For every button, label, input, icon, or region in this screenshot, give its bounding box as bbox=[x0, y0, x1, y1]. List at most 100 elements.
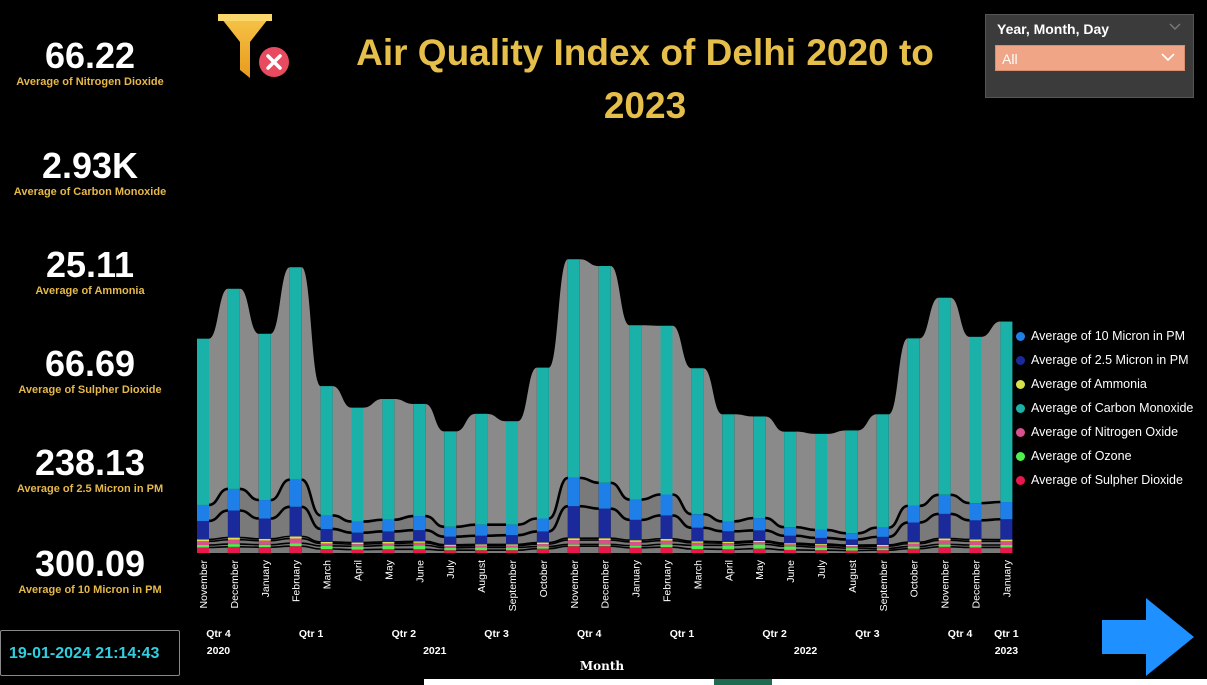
bar-segment bbox=[629, 541, 642, 546]
bar-segment bbox=[691, 548, 704, 553]
legend-marker bbox=[1016, 379, 1025, 389]
bar-segment bbox=[258, 540, 271, 545]
bar-segment bbox=[413, 545, 426, 550]
ribbon-edge bbox=[301, 505, 321, 531]
ribbon-edge bbox=[239, 538, 259, 542]
bar-segment bbox=[722, 541, 735, 544]
ribbon-edge bbox=[208, 546, 228, 549]
ribbon-segment bbox=[518, 367, 537, 525]
bar-segment bbox=[660, 544, 673, 548]
x-tick-label: July bbox=[816, 559, 828, 578]
active-page-tab[interactable] bbox=[714, 679, 772, 685]
next-page-arrow-icon[interactable] bbox=[1100, 596, 1196, 678]
legend-item[interactable]: Average of Carbon Monoxide bbox=[1016, 396, 1206, 420]
ribbon-edge bbox=[765, 529, 785, 538]
ribbon-segment bbox=[672, 515, 692, 542]
kpi-value: 238.13 bbox=[34, 442, 146, 483]
chevron-down-icon[interactable] bbox=[1169, 23, 1181, 31]
ribbon-edge bbox=[919, 543, 939, 548]
ribbon-edge bbox=[950, 537, 970, 541]
bar-segment bbox=[969, 336, 982, 504]
ribbon-edge bbox=[332, 514, 352, 523]
ribbon-edge bbox=[672, 538, 692, 543]
ribbon-segment bbox=[857, 414, 877, 534]
bar-segment bbox=[444, 547, 457, 551]
x-tick-label: October bbox=[538, 560, 550, 598]
ribbon-edge bbox=[888, 541, 908, 546]
bar-segment bbox=[1000, 544, 1013, 548]
bar-segment bbox=[567, 538, 580, 541]
ribbon-edge bbox=[517, 530, 537, 537]
bar-segment bbox=[753, 416, 766, 519]
legend-item[interactable]: Average of Sulpher Dioxide bbox=[1016, 468, 1206, 492]
kpi-label: Average of 2.5 Micron in PM bbox=[16, 483, 164, 495]
bar-segment bbox=[722, 521, 735, 532]
ribbon-edge bbox=[734, 543, 754, 547]
bar-segment bbox=[845, 548, 858, 551]
bar-segment bbox=[413, 542, 426, 546]
legend-item[interactable]: Average of Nitrogen Oxide bbox=[1016, 420, 1206, 444]
x-tick-label: August bbox=[476, 560, 488, 593]
bar-segment bbox=[969, 539, 982, 542]
bar-segment bbox=[289, 267, 302, 480]
kpi-card-sulpher-dioxide: 66.69 Average of Sulpher Dioxide bbox=[0, 344, 180, 397]
ribbon-edge bbox=[425, 514, 445, 529]
page-title: Air Quality Index of Delhi 2020 to 2023 bbox=[356, 32, 934, 126]
bar-segment bbox=[660, 515, 673, 539]
ribbon-edge bbox=[734, 541, 754, 544]
ribbon-segment bbox=[919, 297, 939, 506]
bar-segment bbox=[351, 407, 364, 522]
date-slicer[interactable]: Year, Month, Day All bbox=[985, 14, 1194, 98]
bar-segment bbox=[258, 547, 271, 553]
legend-item[interactable]: Average of 2.5 Micron in PM bbox=[1016, 348, 1206, 372]
legend-item[interactable]: Average of 10 Micron in PM bbox=[1016, 324, 1206, 348]
bar-segment bbox=[475, 413, 488, 525]
ribbon-edge bbox=[548, 543, 568, 548]
ribbon-edge bbox=[332, 527, 352, 534]
ribbon-edge bbox=[796, 545, 816, 548]
kpi-card-pm25: 238.13 Average of 2.5 Micron in PM bbox=[0, 442, 180, 496]
ribbon-segment bbox=[950, 297, 970, 504]
bar-segment bbox=[289, 479, 302, 507]
ribbon-segment bbox=[950, 546, 970, 553]
bar-segment bbox=[351, 546, 364, 550]
ribbon-edge bbox=[363, 541, 383, 544]
ribbon-segment bbox=[888, 543, 908, 549]
ribbon-edge bbox=[301, 537, 321, 545]
bar-segment bbox=[876, 536, 889, 545]
ribbon-edge bbox=[765, 540, 785, 544]
bar-segment bbox=[506, 545, 518, 548]
legend-item[interactable]: Average of Ammonia bbox=[1016, 372, 1206, 396]
ribbon-edge bbox=[425, 548, 445, 552]
slicer-header: Year, Month, Day bbox=[997, 21, 1110, 37]
bar-segment bbox=[969, 544, 982, 548]
bar-segment bbox=[969, 520, 982, 540]
ribbon-segment bbox=[548, 506, 568, 543]
ribbon-segment bbox=[487, 524, 506, 536]
bar-segment bbox=[629, 545, 642, 548]
bar-segment bbox=[969, 503, 982, 521]
ribbon-edge bbox=[610, 537, 630, 541]
ribbon-edge bbox=[239, 509, 259, 520]
kpi-value: 66.22 bbox=[44, 35, 136, 76]
ribbon-edge bbox=[981, 517, 1001, 522]
slicer-dropdown[interactable]: All bbox=[995, 45, 1185, 71]
ribbon-edge bbox=[610, 507, 630, 522]
ribbon-segment bbox=[888, 522, 908, 545]
ribbon-segment bbox=[487, 535, 506, 545]
bar-segment bbox=[907, 546, 920, 549]
ribbon-edge bbox=[548, 537, 568, 544]
bar-segment bbox=[938, 538, 951, 541]
x-tick-label: January bbox=[260, 559, 272, 597]
ribbon-segment bbox=[888, 505, 908, 537]
clear-filter-icon[interactable] bbox=[214, 12, 294, 84]
legend-item[interactable]: Average of Ozone bbox=[1016, 444, 1206, 468]
year-label: 2021 bbox=[423, 645, 447, 657]
ribbon-segment bbox=[239, 546, 259, 553]
x-tick-label: November bbox=[940, 559, 952, 608]
x-tick-label: February bbox=[291, 559, 303, 602]
bar-segment bbox=[197, 338, 209, 505]
bar-segment bbox=[382, 531, 395, 542]
ribbon-edge bbox=[517, 543, 537, 547]
